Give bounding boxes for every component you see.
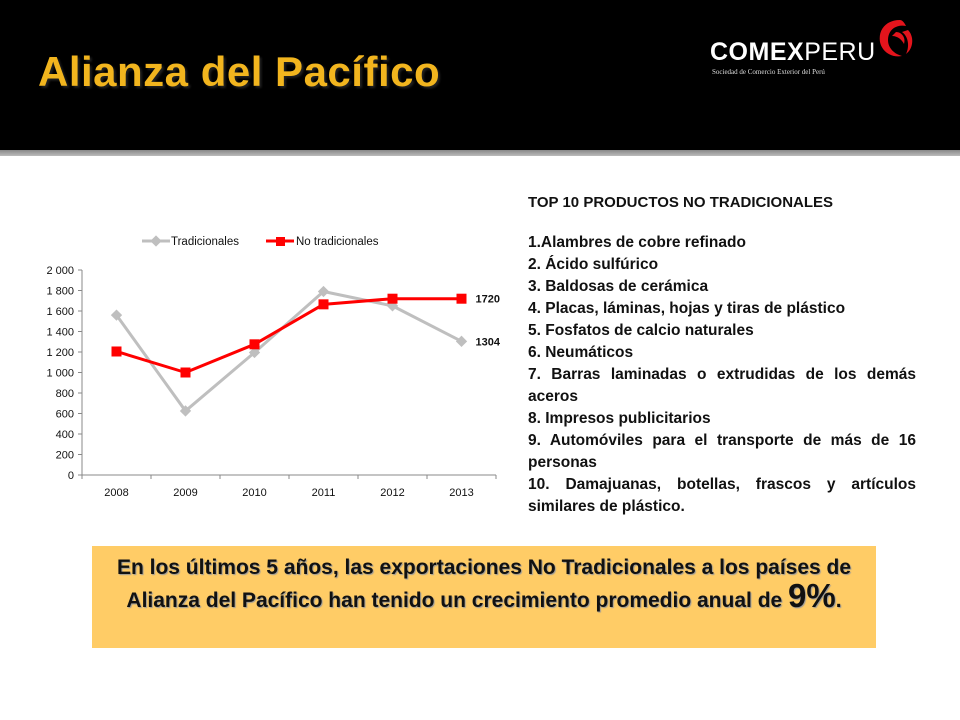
top10-heading: TOP 10 PRODUCTOS NO TRADICIONALES [528,194,834,211]
legend-marker-tradicionales [150,235,162,247]
top10-item-9: 9. Automóviles para el transporte de más… [528,432,916,471]
y-tick-label: 1 200 [46,347,74,359]
point-tradicionales [179,405,192,417]
slide-header: Alianza del Pacífico COMEXPERU Sociedad … [0,0,960,150]
y-tick-label: 600 [56,409,74,421]
y-tick-label: 800 [56,388,74,400]
banner-text: En los últimos 5 años, las exportaciones… [102,554,866,615]
x-tick-labels: 2008 2009 2010 2011 2012 2013 [81,475,497,499]
point-no-tradicionales [180,367,191,378]
comexperu-logo: COMEXPERU Sociedad de Comercio Exterior … [710,14,930,76]
logo-subtitle: Sociedad de Comercio Exterior del Perú [712,68,825,76]
highlight-banner: En los últimos 5 años, las exportaciones… [92,546,876,648]
logo-swirl-icon [879,20,913,57]
top10-item-3: 3. Baldosas de cerámica [528,278,709,295]
slide-title: Alianza del Pacífico [38,48,441,95]
point-tradicionales [455,335,468,347]
point-no-tradicionales [249,339,260,350]
chart-series [110,285,468,417]
x-tick-label: 2012 [380,487,404,499]
top10-item-10: 10. Damajuanas, botellas, frascos y artí… [528,476,916,515]
top10-item-4: 4. Placas, láminas, hojas y tiras de plá… [528,300,846,317]
top10-item-1: 1.Alambres de cobre refinado [528,234,746,251]
y-tick-label: 1 000 [46,368,74,380]
header-divider [0,150,960,156]
y-tick-label: 1 600 [46,306,74,318]
series-line-tradicionales [115,290,463,413]
top10-item-7: 7. Barras laminadas o extrudidas de los … [528,366,916,405]
top10-item-5: 5. Fosfatos de calcio naturales [528,322,754,339]
point-no-tradicionales [387,293,398,304]
y-tick-label: 0 [68,470,74,482]
x-tick-label: 2009 [173,487,197,499]
exports-line-chart: Tradicionales No tradicionales 0 200 400 60… [46,235,501,499]
top10-item-8: 8. Impresos publicitarios [528,410,711,427]
top10-item-2: 2. Ácido sulfúrico [528,256,659,273]
point-no-tradicionales [111,346,122,357]
point-no-tradicionales [456,293,467,304]
top10-item-6: 6. Neumáticos [528,344,634,361]
y-tick-label: 1 400 [46,327,74,339]
chart-legend: Tradicionales No tradicionales [142,235,379,248]
top10-list: TOP 10 PRODUCTOS NO TRADICIONALES 1.Alam… [528,192,916,518]
logo-name: COMEXPERU [710,38,876,67]
legend-label-tradicionales: Tradicionales [171,236,239,248]
y-tick-label: 200 [56,450,74,462]
logo-name-light: PERU [804,38,876,66]
logo-name-bold: COMEX [710,38,805,66]
legend-label-no-tradicionales: No tradicionales [296,236,379,248]
data-label: 1304 [476,336,501,348]
point-no-tradicionales [318,299,329,310]
banner-main-text: En los últimos 5 años, las exportaciones… [116,556,852,612]
legend-marker-no-tradicionales [276,237,285,246]
series-line-no-tradicionales [116,297,462,374]
x-tick-label: 2010 [242,487,266,499]
point-tradicionales [248,346,261,359]
x-tick-label: 2011 [312,487,336,499]
y-tick-label: 2 000 [46,265,74,277]
banner-end: . [835,589,842,612]
x-tick-label: 2008 [104,487,128,499]
chart-data-labels: 1720 1304 [476,294,501,349]
y-tick-label: 1 800 [46,286,74,298]
x-tick-label: 2013 [449,487,473,499]
y-tick-labels: 0 200 400 600 800 1 000 1 200 1 400 1 600 1 800 2 … [46,265,82,482]
banner-highlight-value: 9% [788,577,836,614]
data-label: 1720 [476,294,500,306]
y-tick-label: 400 [56,429,74,441]
